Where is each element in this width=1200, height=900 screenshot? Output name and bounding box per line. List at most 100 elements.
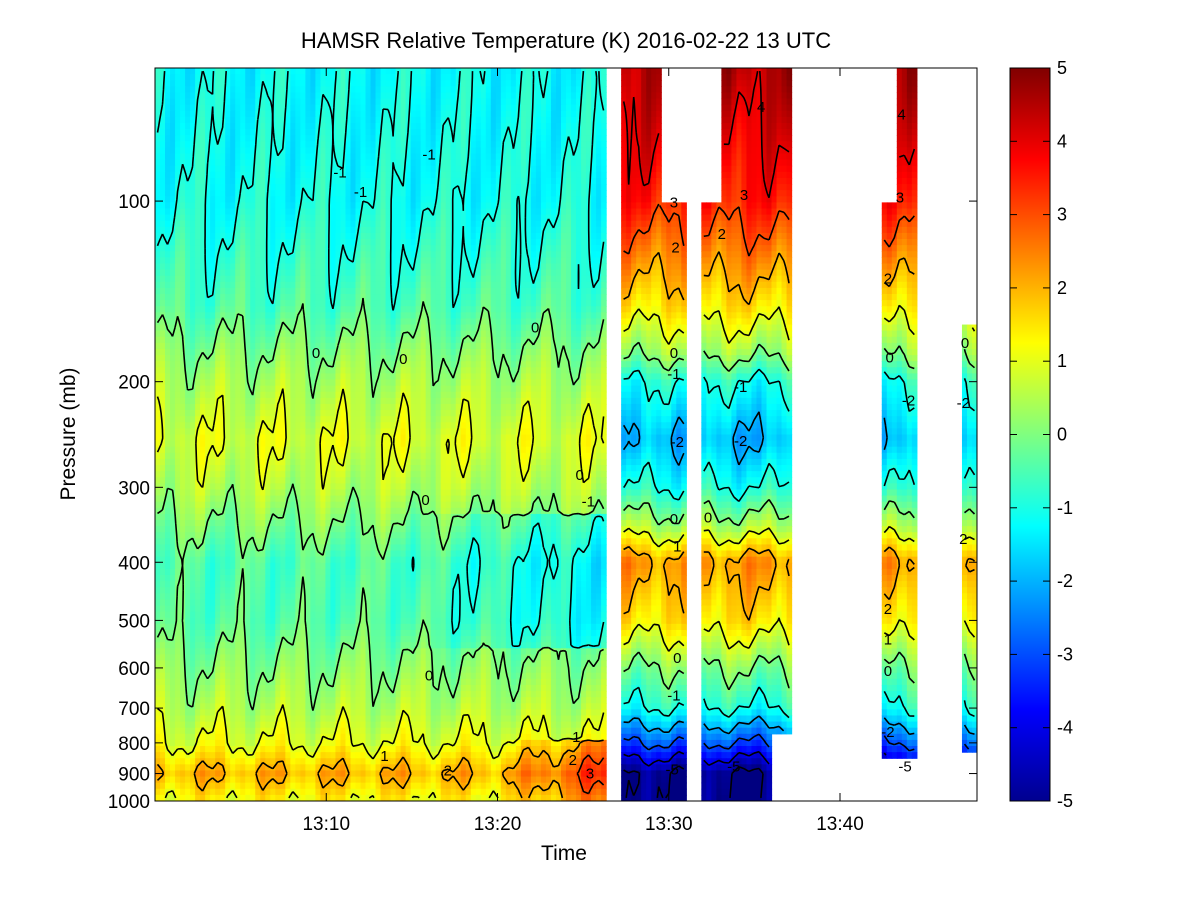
heatmap-cell (560, 190, 567, 197)
heatmap-cell (175, 294, 181, 301)
heatmap-cell (255, 300, 261, 307)
heatmap-cell (761, 129, 768, 136)
heatmap-cell (265, 257, 271, 265)
heatmap-cell (741, 226, 748, 234)
heatmap-cell (756, 147, 763, 155)
heatmap-cell (380, 220, 387, 228)
heatmap-cell (300, 263, 306, 271)
heatmap-cell (550, 220, 557, 228)
heatmap-cell (786, 80, 793, 87)
heatmap-cell (571, 208, 577, 216)
heatmap-cell (410, 80, 417, 87)
heatmap-cell (641, 74, 647, 81)
heatmap-cell (165, 171, 171, 179)
heatmap-cell (450, 226, 457, 234)
heatmap-cell (646, 116, 652, 124)
heatmap-cell (325, 141, 332, 149)
heatmap-cell (641, 257, 647, 265)
heatmap-cell (646, 214, 652, 222)
heatmap-cell (631, 171, 637, 179)
heatmap-cell (360, 306, 367, 313)
heatmap-cell (410, 208, 417, 216)
heatmap-cell (756, 98, 763, 106)
heatmap-cell (200, 159, 206, 167)
heatmap-cell (215, 68, 221, 75)
heatmap-cell (736, 300, 743, 307)
heatmap-cell (415, 177, 422, 185)
heatmap-cell (420, 171, 427, 179)
heatmap-cell (485, 269, 492, 277)
heatmap-cell (250, 312, 256, 320)
heatmap-cell (245, 220, 251, 228)
heatmap-cell (245, 306, 251, 313)
heatmap-cell (540, 208, 547, 216)
heatmap-cell (586, 68, 592, 75)
heatmap-cell (736, 214, 743, 222)
heatmap-cell (746, 208, 753, 216)
heatmap-cell (535, 153, 542, 161)
heatmap-cell (165, 287, 171, 295)
heatmap-cell (896, 294, 903, 301)
heatmap-cell (160, 110, 166, 118)
heatmap-cell (315, 257, 321, 265)
heatmap-cell (661, 306, 667, 313)
heatmap-cell (621, 226, 627, 234)
heatmap-cell (706, 287, 712, 295)
heatmap-cell (751, 141, 758, 149)
heatmap-cell (275, 239, 281, 246)
heatmap-cell (485, 257, 492, 265)
heatmap-cell (375, 92, 382, 100)
heatmap-cell (586, 98, 592, 106)
heatmap-cell (290, 129, 296, 136)
heatmap-cell (420, 135, 427, 142)
heatmap-cell (701, 220, 707, 228)
heatmap-cell (170, 135, 176, 142)
heatmap-cell (170, 312, 176, 320)
heatmap-cell (520, 190, 527, 197)
heatmap-cell (891, 245, 898, 252)
heatmap-cell (405, 263, 412, 271)
heatmap-cell (500, 68, 507, 75)
heatmap-cell (295, 251, 301, 258)
heatmap-cell (350, 239, 357, 246)
heatmap-cell (711, 263, 717, 271)
heatmap-cell (535, 245, 542, 252)
heatmap-cell (445, 306, 452, 313)
heatmap-cell (215, 226, 221, 234)
heatmap-cell (430, 171, 437, 179)
heatmap-cell (415, 245, 422, 252)
heatmap-cell (225, 202, 231, 210)
heatmap-cell (365, 306, 372, 313)
heatmap-cell (295, 98, 301, 106)
heatmap-cell (445, 300, 452, 307)
heatmap-cell (350, 202, 357, 210)
heatmap-cell (906, 239, 913, 246)
heatmap-cell (911, 177, 918, 185)
heatmap-cell (205, 202, 211, 210)
heatmap-cell (480, 153, 487, 161)
heatmap-cell (465, 306, 472, 313)
heatmap-cell (525, 110, 532, 118)
heatmap-cell (586, 74, 592, 81)
heatmap-cell (200, 214, 206, 222)
heatmap-cell (661, 294, 667, 301)
heatmap-cell (155, 153, 161, 161)
heatmap-cell (260, 202, 266, 210)
heatmap-cell (330, 312, 337, 320)
heatmap-cell (601, 74, 607, 81)
heatmap-cell (370, 177, 377, 185)
heatmap-cell (751, 208, 758, 216)
heatmap-cell (295, 257, 301, 265)
heatmap-cell (185, 116, 191, 124)
heatmap-cell (571, 98, 577, 106)
heatmap-cell (455, 104, 462, 112)
heatmap-cell (395, 202, 402, 210)
heatmap-cell (896, 129, 903, 136)
heatmap-cell (626, 110, 632, 118)
heatmap-cell (766, 129, 773, 136)
heatmap-cell (170, 306, 176, 313)
heatmap-cell (636, 269, 642, 277)
heatmap-cell (781, 129, 788, 136)
heatmap-cell (550, 300, 557, 307)
heatmap-cell (445, 269, 452, 277)
